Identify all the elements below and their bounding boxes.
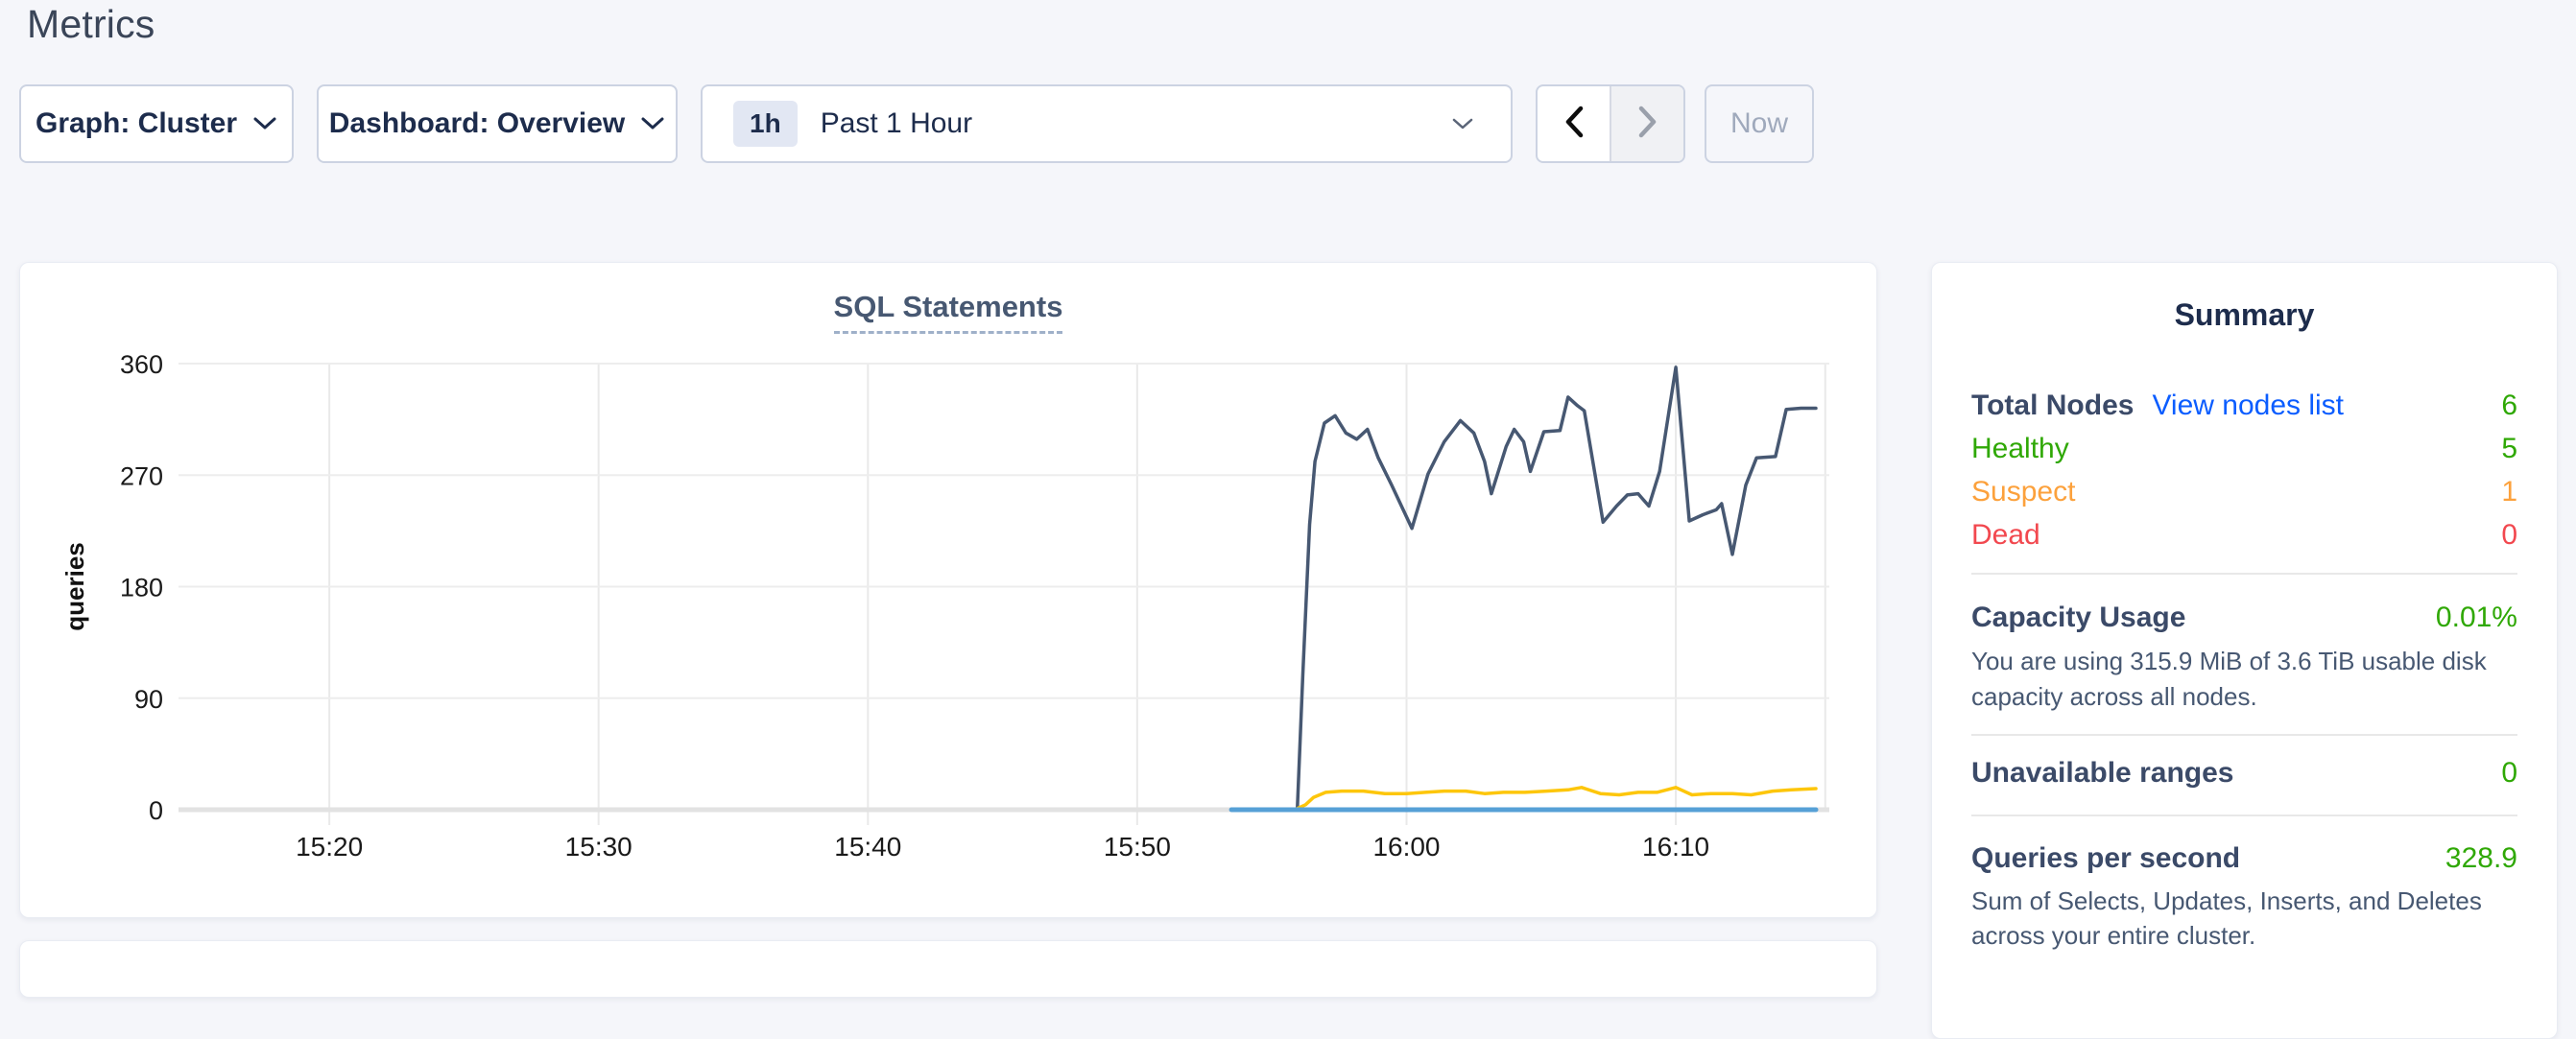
now-button[interactable]: Now [1705, 84, 1814, 163]
next-chart-card [19, 940, 1877, 998]
divider [1971, 734, 2517, 736]
healthy-value: 5 [2501, 433, 2517, 464]
capacity-usage-description: You are using 315.9 MiB of 3.6 TiB usabl… [1971, 647, 2487, 711]
unavailable-ranges-value: 0 [2501, 757, 2517, 789]
page-title: Metrics [27, 2, 155, 46]
chevron-left-icon [1563, 106, 1585, 143]
healthy-label: Healthy [1971, 433, 2069, 464]
svg-text:16:10: 16:10 [1642, 832, 1709, 862]
summary-title: Summary [2174, 297, 2315, 332]
suspect-nodes-row: Suspect 1 [1971, 470, 2517, 513]
summary-panel: Summary Total Nodes View nodes list 6 He… [1931, 262, 2558, 1039]
svg-text:16:00: 16:00 [1372, 832, 1440, 862]
queries-per-second-row: Queries per second 328.9 [1971, 838, 2517, 879]
queries-per-second-label: Queries per second [1971, 842, 2241, 874]
total-nodes-label: Total Nodes [1971, 390, 2135, 421]
total-nodes-value: 6 [2501, 390, 2517, 421]
capacity-usage-row: Capacity Usage 0.01% [1971, 598, 2517, 638]
svg-text:360: 360 [120, 350, 163, 379]
dead-nodes-row: Dead 0 [1971, 513, 2517, 556]
now-button-label: Now [1729, 107, 1788, 139]
chart-title[interactable]: SQL Statements [833, 290, 1063, 334]
queries-per-second-description: Sum of Selects, Updates, Inserts, and De… [1971, 886, 2482, 950]
time-range-label: Past 1 Hour [820, 107, 973, 139]
divider [1971, 815, 2517, 816]
time-range-badge: 1h [733, 101, 798, 147]
unavailable-ranges-row: Unavailable ranges 0 [1971, 753, 2517, 793]
previous-range-button[interactable] [1538, 86, 1610, 161]
chevron-right-icon [1637, 106, 1658, 143]
node-status-list: Total Nodes View nodes list 6 Healthy 5 … [1971, 384, 2517, 556]
graph-dropdown[interactable]: Graph: Cluster [19, 84, 294, 163]
suspect-value: 1 [2501, 476, 2517, 508]
view-nodes-list-link[interactable]: View nodes list [2152, 390, 2345, 421]
capacity-usage-label: Capacity Usage [1971, 602, 2186, 633]
sql-statements-chart-card: SQL Statements 0 90 180 270 360 15:20 15:30 15:… [19, 262, 1877, 918]
dashboard-dropdown[interactable]: Dashboard: Overview [317, 84, 678, 163]
graph-dropdown-label: Graph: Cluster [35, 107, 238, 139]
queries-per-second-value: 328.9 [2445, 842, 2517, 874]
suspect-label: Suspect [1971, 476, 2076, 508]
time-step-buttons [1536, 84, 1685, 163]
unavailable-ranges-label: Unavailable ranges [1971, 757, 2234, 789]
svg-text:270: 270 [120, 461, 163, 490]
svg-text:15:50: 15:50 [1104, 832, 1171, 862]
dead-value: 0 [2501, 519, 2517, 551]
chevron-down-icon [640, 116, 665, 131]
chevron-down-icon [252, 116, 277, 131]
svg-text:90: 90 [134, 685, 163, 714]
sql-statements-chart: 0 90 180 270 360 15:20 15:30 15:40 15:50 16:00 16:… [60, 350, 1829, 862]
svg-text:15:30: 15:30 [565, 832, 632, 862]
svg-text:15:20: 15:20 [296, 832, 363, 862]
capacity-usage-value: 0.01% [2435, 602, 2517, 633]
healthy-nodes-row: Healthy 5 [1971, 427, 2517, 470]
svg-text:queries: queries [60, 542, 89, 631]
dead-label: Dead [1971, 519, 2040, 551]
total-nodes-row: Total Nodes View nodes list 6 [1971, 384, 2517, 427]
time-range-selector[interactable]: 1h Past 1 Hour [701, 84, 1513, 163]
svg-text:0: 0 [149, 796, 163, 825]
dashboard-dropdown-label: Dashboard: Overview [328, 107, 626, 139]
svg-text:15:40: 15:40 [834, 832, 901, 862]
divider [1971, 573, 2517, 575]
next-range-button[interactable] [1610, 86, 1683, 161]
chevron-down-icon [1451, 117, 1474, 131]
svg-text:180: 180 [120, 574, 163, 602]
